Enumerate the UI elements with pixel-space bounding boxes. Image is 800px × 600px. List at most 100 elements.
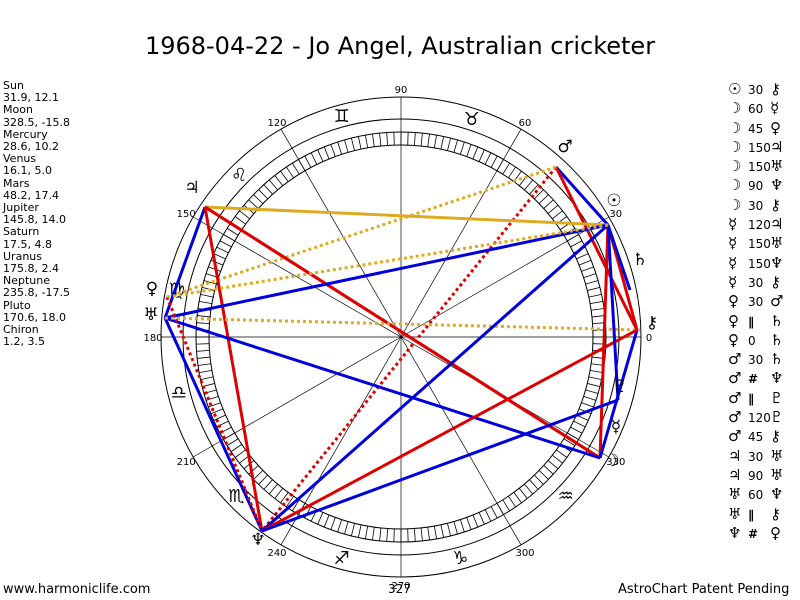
aspect-line <box>261 328 638 533</box>
aspect-angle: 30 <box>748 83 764 97</box>
aspect-line <box>163 317 264 532</box>
sign-divider <box>509 128 522 149</box>
aspect-angle: # <box>748 526 758 541</box>
aspect-list: ☉ 30 ⚷ ☽ 60 ☿ ☽ 45 ♀ ☽ 150♃ ☽ 150♅ ☽ 90 ♆ ☽ 30 ⚷ ☿ 120♃ ☿ 150♅… <box>728 80 783 543</box>
aspect-planet-b: ⚷ <box>770 195 781 214</box>
chart-title: 1968-04-22 - Jo Angel, Australian cricke… <box>144 32 656 60</box>
aspect-planet-b: ♄ <box>770 330 784 349</box>
aspect-planet-a: ♅ <box>728 504 742 523</box>
planet-position-moon: 328.5, -15.8 <box>3 115 70 129</box>
degree-tick <box>286 495 294 508</box>
aspect-item: ☉ 30 ⚷ <box>728 80 783 99</box>
degree-tick <box>453 139 458 153</box>
degree-tick <box>588 293 602 298</box>
aspect-line <box>261 398 619 533</box>
mars-icon: ♂ <box>557 137 572 157</box>
aspect-line <box>204 205 601 460</box>
degree-tick <box>453 521 458 535</box>
degree-label: 60 <box>519 118 532 129</box>
degree-tick <box>552 454 563 464</box>
degree-tick <box>529 479 539 490</box>
degree-tick <box>484 509 492 522</box>
gemini-icon: ♊ <box>334 106 350 127</box>
degree-tick <box>203 280 217 285</box>
degree-tick <box>323 514 330 528</box>
planet-name-sun: Sun <box>3 79 24 92</box>
aspect-item: ☽ 30 ⚷ <box>728 196 783 215</box>
aspect-angle: 120 <box>748 411 771 426</box>
planet-position-mars: 48.2, 17.4 <box>3 188 59 202</box>
sign-divider <box>280 525 293 546</box>
aspect-planet-a: ♂ <box>728 408 742 427</box>
degree-tick <box>234 449 246 458</box>
aspect-angle: 90 <box>748 468 764 483</box>
planet-position-neptune: 235.8, -17.5 <box>3 286 70 300</box>
degree-tick <box>274 175 284 186</box>
degree-tick <box>538 470 549 480</box>
planet-name-saturn: Saturn <box>3 225 40 239</box>
aspect-angle: 90 <box>748 179 764 194</box>
degree-tick <box>585 280 599 285</box>
degree-tick <box>351 137 355 151</box>
aspect-item: ♀ 0 ♄ <box>728 331 783 350</box>
degree-label: 300 <box>515 548 534 559</box>
planet-position-saturn: 17.5, 4.8 <box>3 237 52 251</box>
patent-notice: AstroChart Patent Pending <box>618 582 790 597</box>
degree-tick <box>196 349 210 352</box>
jupiter-icon: ♃ <box>184 178 199 198</box>
aspect-angle: # <box>748 372 758 387</box>
degree-tick <box>258 189 268 200</box>
degree-tick <box>268 483 278 495</box>
aspect-angle: 30 <box>748 295 764 310</box>
degree-tick <box>472 514 479 528</box>
aspect-angle: 150 <box>748 256 771 271</box>
degree-tick <box>583 273 597 279</box>
planet-position-list: Sun 31.9, 12.1 Moon 328.5, -15.8 Mercury 28.6… <box>3 79 70 348</box>
aspect-angle: 150 <box>748 140 771 155</box>
degree-label: 270 <box>391 581 410 592</box>
degree-tick <box>529 184 539 195</box>
planet-position-mercury: 28.6, 10.2 <box>3 140 59 154</box>
aspect-planet-a: ♀ <box>728 330 739 349</box>
degree-tick <box>590 369 603 373</box>
planet-name-uranus: Uranus <box>3 249 42 263</box>
degree-tick <box>372 527 375 541</box>
aspect-item: ♂ ∥ ♇ <box>728 389 783 408</box>
aspect-planet-b: ♆ <box>770 253 784 272</box>
aspect-item: ☽ 45 ♀ <box>728 119 783 138</box>
degree-tick <box>386 132 389 146</box>
moon-icon: ☽ <box>604 451 619 471</box>
degree-tick <box>365 526 369 539</box>
aspect-item: ♀ 30 ♂ <box>728 292 783 311</box>
degree-tick <box>591 308 605 311</box>
aspect-angle: 60 <box>748 102 764 117</box>
aspect-angle: 30 <box>748 353 764 368</box>
website-link[interactable]: www.harmoniclife.com <box>3 582 151 597</box>
libra-icon: ♎ <box>171 382 187 403</box>
house-spoke <box>212 227 402 338</box>
aspect-line <box>554 165 610 227</box>
degree-tick <box>459 141 465 155</box>
aspect-line <box>163 206 207 319</box>
degree-tick <box>502 162 510 175</box>
degree-label: 30 <box>609 209 622 220</box>
degree-tick <box>585 389 599 394</box>
degree-tick <box>563 438 576 446</box>
degree-tick <box>274 488 284 499</box>
aspect-angle: 30 <box>748 275 764 290</box>
planet-position-uranus: 175.8, 2.4 <box>3 262 59 276</box>
degree-tick <box>556 449 568 458</box>
aspect-planet-a: ♃ <box>728 446 742 465</box>
aspect-planet-b: ♆ <box>770 369 784 388</box>
degree-tick <box>427 133 430 147</box>
degree-tick <box>420 133 423 147</box>
planet-name-mars: Mars <box>3 176 30 190</box>
degree-tick <box>200 376 214 381</box>
aspect-line <box>165 296 264 532</box>
degree-tick <box>226 228 239 236</box>
planet-name-jupiter: Jupiter <box>3 201 39 215</box>
degree-tick <box>219 240 232 248</box>
degree-tick <box>292 499 300 512</box>
degree-tick <box>372 133 375 147</box>
aspect-item: ☿ 150♆ <box>728 254 783 273</box>
